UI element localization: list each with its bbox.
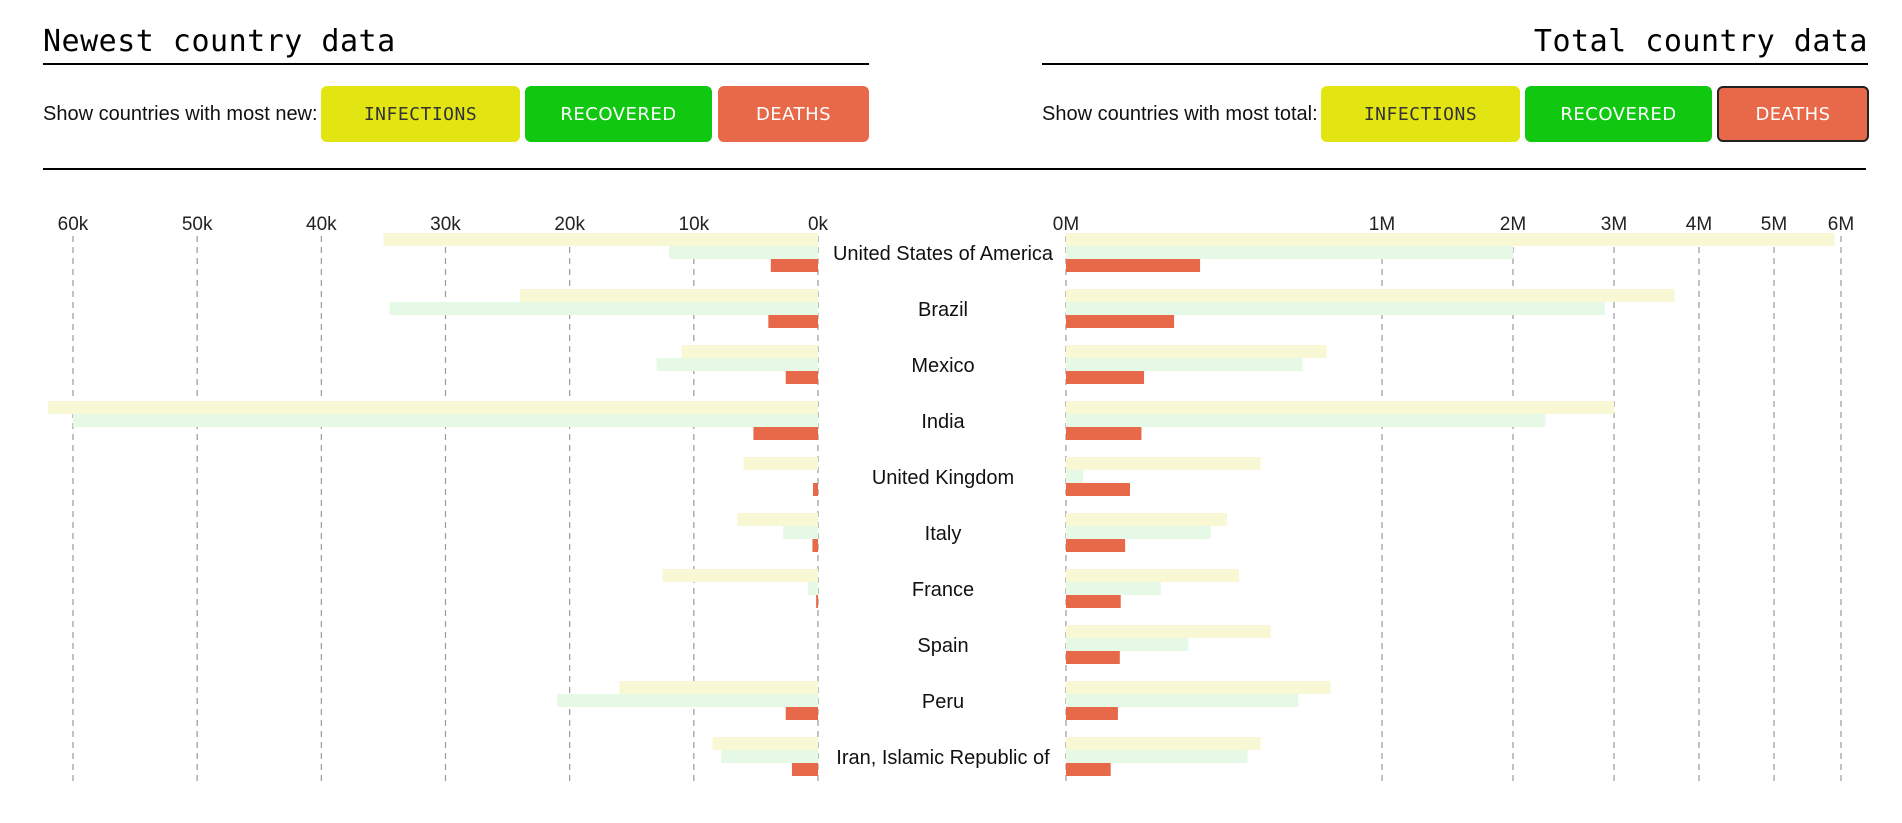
right-bar-recovered [1066, 638, 1189, 651]
left-bar-deaths [785, 707, 818, 720]
right-tick-label: 3M [1601, 214, 1627, 235]
section-divider [43, 168, 1866, 170]
right-tick-label: 1M [1369, 214, 1395, 235]
newest-filter-label: Show countries with most new: [43, 103, 318, 125]
left-bar-infections [681, 345, 818, 358]
country-label: Italy [925, 523, 962, 545]
left-bar-deaths [785, 371, 818, 384]
right-bar-infections [1066, 401, 1614, 414]
right-bar-infections [1066, 737, 1261, 750]
left-bar-infections [662, 569, 818, 582]
right-bar-infections [1066, 233, 1835, 246]
right-bar-recovered [1066, 302, 1605, 315]
left-bar-infections [743, 457, 818, 470]
country-label: Peru [922, 691, 964, 713]
left-tick-label: 40k [306, 214, 337, 235]
left-bar-recovered [73, 414, 818, 427]
country-label: France [912, 579, 974, 601]
left-bar-recovered [783, 526, 818, 539]
left-tick-label: 20k [554, 214, 585, 235]
right-bar-deaths [1066, 651, 1120, 664]
right-bar-infections [1066, 289, 1675, 302]
country-label: Brazil [918, 299, 968, 321]
left-bar-deaths [813, 483, 818, 496]
left-bar-recovered [557, 694, 818, 707]
right-bar-deaths [1066, 483, 1130, 496]
left-tick-label: 60k [58, 214, 89, 235]
right-bar-deaths [1066, 315, 1175, 328]
right-bar-infections [1066, 513, 1228, 526]
left-bar-recovered [656, 358, 818, 371]
right-bar-infections [1066, 569, 1240, 582]
left-bar-recovered [669, 246, 818, 259]
right-bar-deaths [1066, 763, 1111, 776]
left-bar-infections [737, 513, 818, 526]
right-bar-deaths [1066, 707, 1118, 720]
left-bar-infections [48, 401, 818, 414]
right-bar-recovered [1066, 358, 1303, 371]
newest-recovered-button[interactable]: RECOVERED [525, 86, 712, 142]
right-tick-label: 2M [1500, 214, 1526, 235]
right-bar-recovered [1066, 470, 1084, 483]
right-bar-recovered [1066, 582, 1161, 595]
right-tick-label: 6M [1828, 214, 1854, 235]
left-bar-recovered [808, 582, 818, 595]
right-bar-recovered [1066, 694, 1299, 707]
right-bar-infections [1066, 681, 1331, 694]
left-bar-recovered [721, 750, 818, 763]
right-bar-infections [1066, 457, 1261, 470]
right-bar-recovered [1066, 750, 1248, 763]
left-bar-deaths [768, 315, 818, 328]
total-recovered-button[interactable]: RECOVERED [1525, 86, 1712, 142]
right-tick-label: 0M [1053, 214, 1079, 235]
right-bar-recovered [1066, 526, 1211, 539]
total-data-title: Total country data [1042, 24, 1868, 65]
right-bar-deaths [1066, 371, 1145, 384]
left-tick-label: 10k [679, 214, 710, 235]
total-infections-button[interactable]: INFECTIONS [1321, 86, 1520, 142]
right-tick-label: 4M [1686, 214, 1712, 235]
newest-deaths-button[interactable]: DEATHS [718, 86, 869, 142]
left-bar-infections [520, 289, 818, 302]
country-label: United Kingdom [872, 467, 1014, 489]
total-filter-label: Show countries with most total: [1042, 103, 1318, 125]
country-label: Mexico [911, 355, 974, 377]
left-tick-label: 30k [430, 214, 461, 235]
right-tick-label: 5M [1761, 214, 1787, 235]
total-deaths-button[interactable]: DEATHS [1717, 86, 1869, 142]
left-bar-infections [383, 233, 818, 246]
left-bar-deaths [791, 763, 818, 776]
right-bar-recovered [1066, 246, 1513, 259]
country-label: United States of America [833, 243, 1054, 265]
left-bar-deaths [816, 595, 818, 608]
newest-infections-button[interactable]: INFECTIONS [321, 86, 520, 142]
left-tick-label: 50k [182, 214, 213, 235]
right-bar-deaths [1066, 539, 1126, 552]
country-label: Iran, Islamic Republic of [836, 747, 1050, 769]
country-label: Spain [917, 635, 968, 657]
left-tick-label: 0k [808, 214, 829, 235]
right-bar-deaths [1066, 595, 1121, 608]
left-bar-infections [712, 737, 818, 750]
right-bar-infections [1066, 345, 1327, 358]
right-bar-infections [1066, 625, 1271, 638]
left-bar-deaths [812, 539, 818, 552]
country-label: India [921, 411, 965, 433]
right-bar-recovered [1066, 414, 1546, 427]
right-bar-deaths [1066, 427, 1142, 440]
left-bar-deaths [753, 427, 818, 440]
right-bar-deaths [1066, 259, 1201, 272]
newest-data-title: Newest country data [43, 24, 869, 65]
left-bar-deaths [770, 259, 818, 272]
left-bar-infections [619, 681, 818, 694]
left-bar-recovered [389, 302, 818, 315]
